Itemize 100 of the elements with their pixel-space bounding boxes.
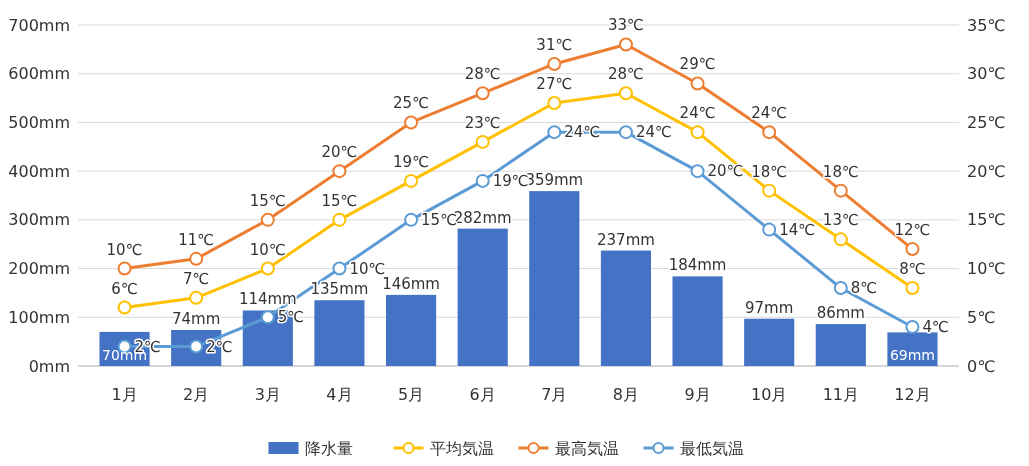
data-label: 4℃ xyxy=(922,318,949,337)
data-label: 13℃ xyxy=(822,211,859,230)
point xyxy=(547,95,562,110)
data-label: 24℃ xyxy=(635,123,672,142)
x-tick-label: 6月 xyxy=(469,385,496,404)
point xyxy=(690,164,705,179)
data-label: 18℃ xyxy=(822,162,859,181)
x-tick-label: 4月 xyxy=(326,385,353,404)
x-tick-label: 5月 xyxy=(397,385,425,404)
data-label: 237mm xyxy=(597,230,655,249)
y2-tick-label: 30℃ xyxy=(967,64,1006,84)
point xyxy=(117,300,132,315)
x-tick-label: 7月 xyxy=(541,385,568,404)
data-label: 29℃ xyxy=(679,55,716,74)
point xyxy=(547,125,562,140)
y2-tick-label: 5℃ xyxy=(967,307,996,327)
point xyxy=(762,222,777,237)
x-tick-label: 8月 xyxy=(612,385,640,404)
data-label: 8℃ xyxy=(899,260,926,279)
data-label: 8℃ xyxy=(850,279,878,298)
bar xyxy=(672,276,723,366)
point xyxy=(117,261,132,276)
y-tick-label: 200mm xyxy=(8,259,70,279)
bar xyxy=(457,228,508,366)
point xyxy=(260,310,275,325)
point xyxy=(618,125,633,140)
y2-tick-label: 0℃ xyxy=(967,356,996,376)
point xyxy=(833,232,848,247)
data-label: 31℃ xyxy=(536,35,573,54)
x-tick-label: 9月 xyxy=(684,385,711,404)
x-tick-label: 12月 xyxy=(894,385,931,404)
bar xyxy=(385,294,437,366)
data-label: 7℃ xyxy=(182,269,210,288)
y2-tick-label: 20℃ xyxy=(967,161,1006,181)
data-label: 28℃ xyxy=(607,65,644,84)
point xyxy=(833,281,848,296)
point xyxy=(905,320,920,335)
point xyxy=(260,261,275,276)
data-label: 25℃ xyxy=(393,94,430,113)
data-label: 135mm xyxy=(310,280,369,299)
y-tick-label: 700mm xyxy=(8,15,70,35)
point xyxy=(618,37,633,52)
point xyxy=(189,290,204,305)
y2-tick-label: 10℃ xyxy=(967,259,1006,279)
legend-label: 最高気温 xyxy=(554,439,619,458)
data-label: 114mm xyxy=(238,290,297,309)
y-tick-label: 500mm xyxy=(8,113,70,133)
y2-tick-label: 15℃ xyxy=(967,210,1006,230)
point xyxy=(690,125,705,140)
data-label: 23℃ xyxy=(464,113,501,132)
data-label: 27℃ xyxy=(536,74,573,93)
data-label: 19℃ xyxy=(393,152,430,171)
data-label: 12℃ xyxy=(894,221,931,240)
point xyxy=(404,115,419,130)
legend-label: 最低気温 xyxy=(679,439,744,458)
legend-label: 降水量 xyxy=(304,439,353,458)
bar xyxy=(314,300,365,366)
bar xyxy=(815,324,866,366)
x-tick-label: 11月 xyxy=(822,385,859,404)
y-tick-label: 300mm xyxy=(8,210,70,230)
point xyxy=(475,134,490,149)
point xyxy=(189,251,204,266)
data-label: 10℃ xyxy=(106,240,143,259)
point xyxy=(762,125,777,140)
data-label: 6℃ xyxy=(111,279,138,298)
data-label: 74mm xyxy=(172,309,221,328)
point xyxy=(618,86,633,101)
bar xyxy=(600,250,652,366)
y-tick-label: 400mm xyxy=(8,161,70,181)
x-tick-label: 10月 xyxy=(751,385,788,404)
legend-label: 平均気温 xyxy=(429,439,494,458)
point xyxy=(833,183,848,198)
point xyxy=(332,164,347,179)
x-tick-label: 1月 xyxy=(111,385,138,404)
point xyxy=(690,76,705,91)
point xyxy=(905,281,920,296)
data-label: 97mm xyxy=(745,298,794,317)
y2-tick-label: 25℃ xyxy=(967,113,1006,133)
data-label: 24℃ xyxy=(751,104,788,123)
point xyxy=(905,242,920,257)
data-label: 28℃ xyxy=(464,65,501,84)
point xyxy=(547,56,562,71)
data-label: 20℃ xyxy=(321,143,358,162)
point xyxy=(332,261,347,276)
data-label: 69mm xyxy=(889,347,935,363)
data-label: 20℃ xyxy=(707,162,744,181)
bar xyxy=(744,318,795,366)
data-label: 15℃ xyxy=(321,191,358,210)
point xyxy=(475,173,490,188)
x-tick-label: 2月 xyxy=(183,385,210,404)
point xyxy=(404,173,419,188)
data-label: 184mm xyxy=(668,256,727,275)
data-label: 10℃ xyxy=(249,240,286,259)
y2-tick-label: 35℃ xyxy=(967,15,1006,35)
data-label: 14℃ xyxy=(779,220,816,239)
x-tick-label: 3月 xyxy=(254,385,281,404)
data-label: 33℃ xyxy=(607,16,644,35)
point xyxy=(332,212,347,227)
point xyxy=(475,86,490,101)
data-label: 24℃ xyxy=(679,104,716,123)
